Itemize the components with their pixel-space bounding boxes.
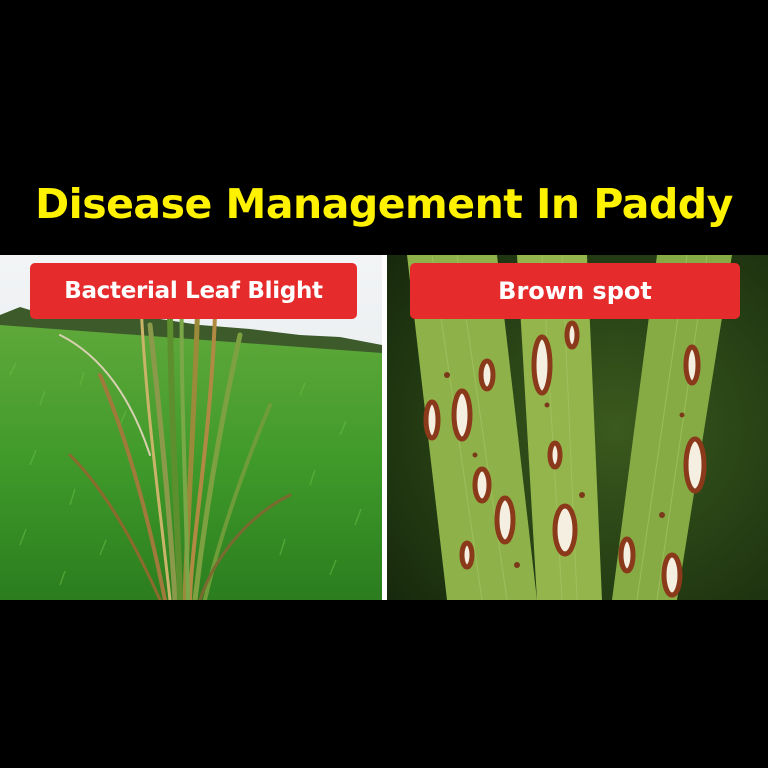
bacterial-leaf-blight-label: Bacterial Leaf Blight [30,263,357,319]
page-title: Disease Management In Paddy [35,180,733,228]
panel-divider [382,255,387,600]
brown-spot-label: Brown spot [410,263,740,319]
